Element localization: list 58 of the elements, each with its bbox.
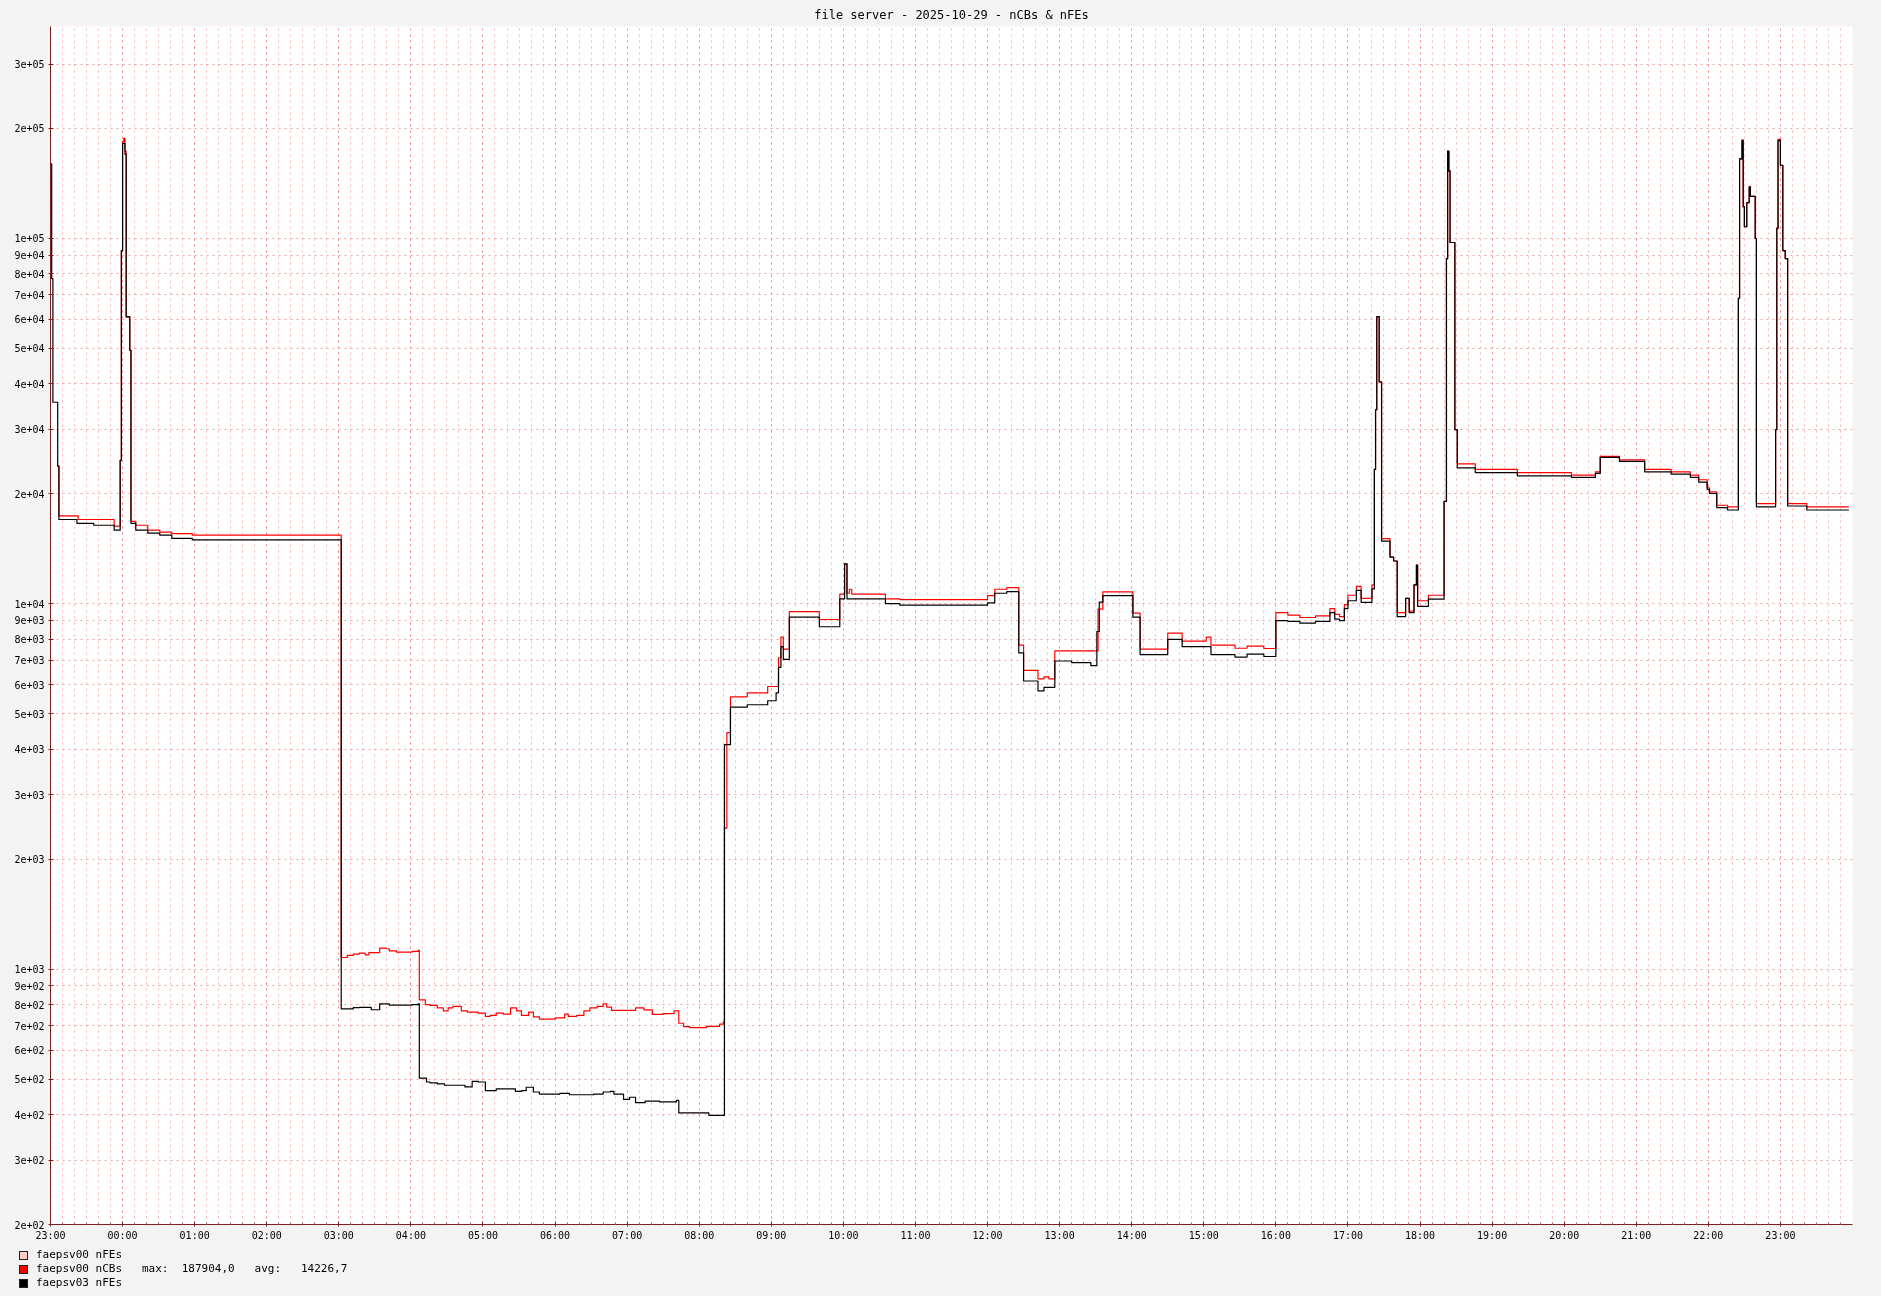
x-tick-label: 06:00 [540,1229,571,1241]
y-tick-label: 9e+02 [14,980,45,992]
y-tick-label: 9e+03 [14,615,45,627]
y-tick-label: 3e+03 [14,789,45,801]
x-tick-label: 21:00 [1621,1229,1652,1241]
y-tick-label: 1e+04 [14,598,45,610]
legend-label: faepsv00 nCBs max: 187904,0 avg: 14226,7 [36,1262,348,1275]
x-tick-label: 16:00 [1260,1229,1291,1241]
y-tick-label: 3e+02 [14,1155,45,1167]
y-tick-label: 7e+02 [14,1020,45,1032]
y-tick-label: 5e+03 [14,708,45,720]
x-tick-label: 14:00 [1116,1229,1147,1241]
x-tick-label: 12:00 [972,1229,1003,1241]
y-tick-label: 3e+05 [14,59,45,71]
x-tick-label: 02:00 [251,1229,282,1241]
x-tick-label: 17:00 [1332,1229,1363,1241]
y-tick-label: 6e+03 [14,679,45,691]
y-tick-label: 8e+04 [14,268,45,280]
y-tick-label: 3e+04 [14,424,45,436]
y-tick-label: 1e+03 [14,964,45,976]
x-tick-label: 09:00 [756,1229,787,1241]
x-tick-label: 05:00 [467,1229,499,1241]
x-tick-label: 01:00 [179,1229,210,1241]
y-tick-label: 2e+02 [14,1219,45,1231]
y-tick-label: 8e+02 [14,999,45,1011]
x-tick-label: 08:00 [684,1229,715,1241]
x-tick-label: 22:00 [1693,1229,1724,1241]
y-tick-label: 6e+04 [14,314,45,326]
x-tick-label: 11:00 [900,1229,931,1241]
y-tick-label: 7e+03 [14,655,45,667]
y-tick-label: 6e+02 [14,1045,45,1057]
x-tick-label: 07:00 [612,1229,643,1241]
y-tick-label: 8e+03 [14,634,45,646]
x-tick-label: 18:00 [1404,1229,1436,1241]
x-tick-label: 03:00 [323,1229,354,1241]
x-tick-label: 23:00 [1765,1229,1796,1241]
y-tick-label: 1e+05 [14,233,45,245]
y-tick-label: 4e+02 [14,1109,45,1121]
x-tick-label: 19:00 [1477,1229,1508,1241]
chart-title: file server - 2025-10-29 - nCBs & nFEs [814,7,1089,22]
y-tick-label: 2e+03 [14,854,45,866]
x-tick-label: 13:00 [1044,1229,1075,1241]
x-tick-label: 23:00 [35,1229,66,1241]
x-tick-label: 00:00 [107,1229,138,1241]
x-tick-label: 04:00 [395,1229,426,1241]
y-tick-label: 7e+04 [14,289,45,301]
y-tick-label: 4e+04 [14,378,45,390]
x-tick-label: 20:00 [1549,1229,1580,1241]
x-tick-label: 10:00 [828,1229,859,1241]
y-tick-label: 2e+05 [14,123,45,135]
y-tick-label: 2e+04 [14,488,45,500]
y-tick-label: 9e+04 [14,250,45,262]
y-tick-label: 5e+02 [14,1074,45,1086]
y-tick-label: 5e+04 [14,343,45,355]
legend-label: faepsv00 nFEs [36,1248,123,1261]
x-tick-label: 15:00 [1188,1229,1219,1241]
legend-label: faepsv03 nFEs [36,1276,123,1289]
y-tick-label: 4e+03 [14,744,45,756]
